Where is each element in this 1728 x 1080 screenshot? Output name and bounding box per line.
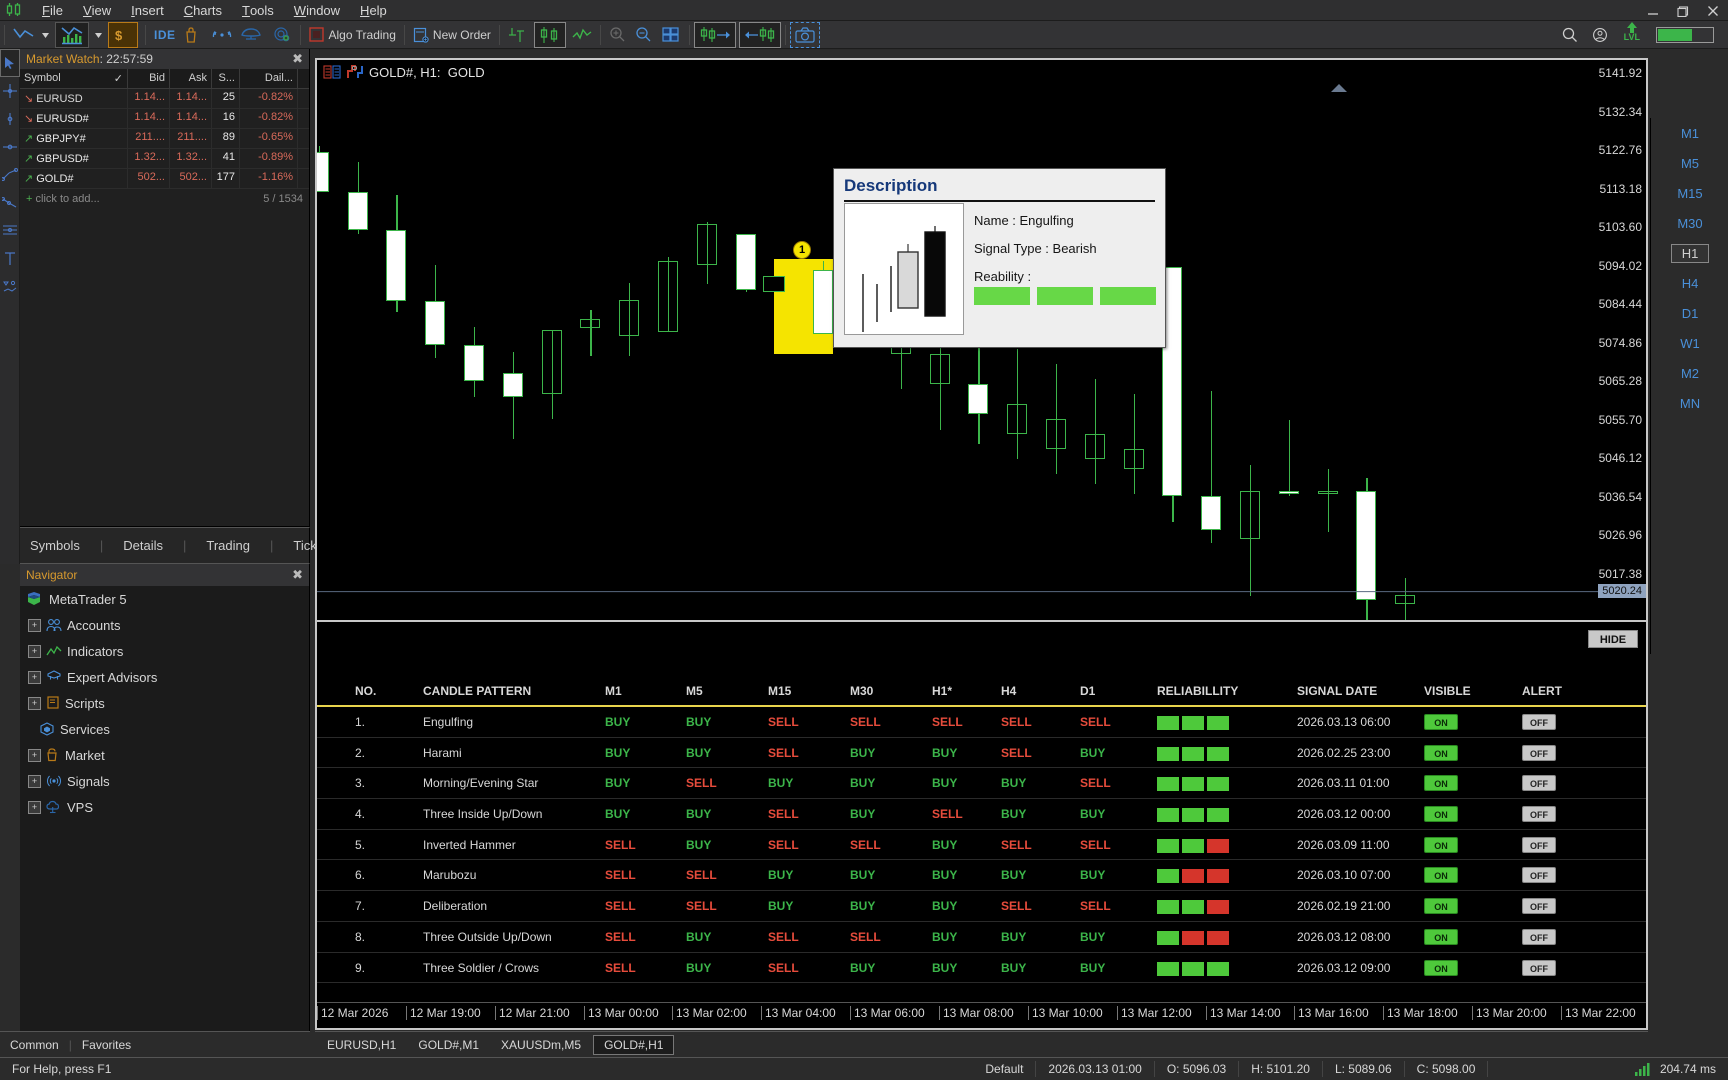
svg-text:$: $ <box>115 28 123 43</box>
